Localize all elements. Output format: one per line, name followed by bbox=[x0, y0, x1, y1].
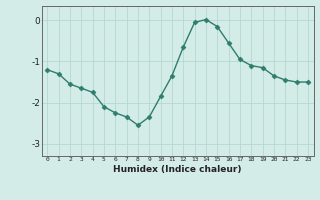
X-axis label: Humidex (Indice chaleur): Humidex (Indice chaleur) bbox=[113, 165, 242, 174]
